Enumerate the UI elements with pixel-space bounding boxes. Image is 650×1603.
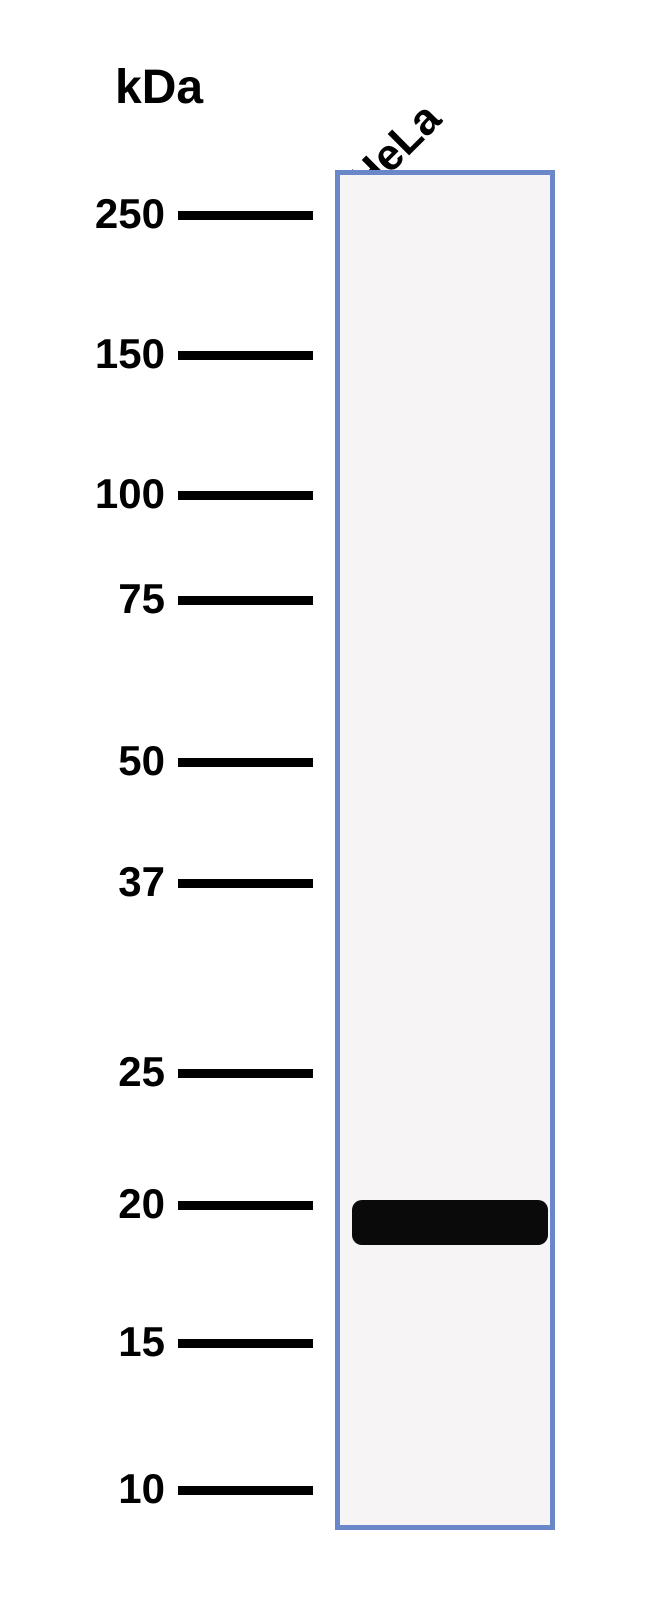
marker-tick-37	[178, 879, 313, 888]
protein-band	[352, 1200, 548, 1245]
marker-tick-15	[178, 1339, 313, 1348]
marker-20: 20	[118, 1180, 165, 1228]
marker-tick-25	[178, 1069, 313, 1078]
kda-axis-label: kDa	[115, 60, 203, 115]
marker-tick-20	[178, 1201, 313, 1210]
marker-tick-50	[178, 758, 313, 767]
marker-250: 250	[95, 190, 165, 238]
western-blot-container: kDa HeLa 25015010075503725201510	[0, 0, 650, 1603]
lane-box	[335, 170, 555, 1530]
marker-tick-250	[178, 211, 313, 220]
marker-100: 100	[95, 470, 165, 518]
marker-tick-75	[178, 596, 313, 605]
marker-tick-100	[178, 491, 313, 500]
marker-tick-10	[178, 1486, 313, 1495]
marker-50: 50	[118, 737, 165, 785]
marker-75: 75	[118, 575, 165, 623]
marker-25: 25	[118, 1048, 165, 1096]
marker-10: 10	[118, 1465, 165, 1513]
marker-tick-150	[178, 351, 313, 360]
marker-150: 150	[95, 330, 165, 378]
marker-37: 37	[118, 858, 165, 906]
marker-15: 15	[118, 1318, 165, 1366]
